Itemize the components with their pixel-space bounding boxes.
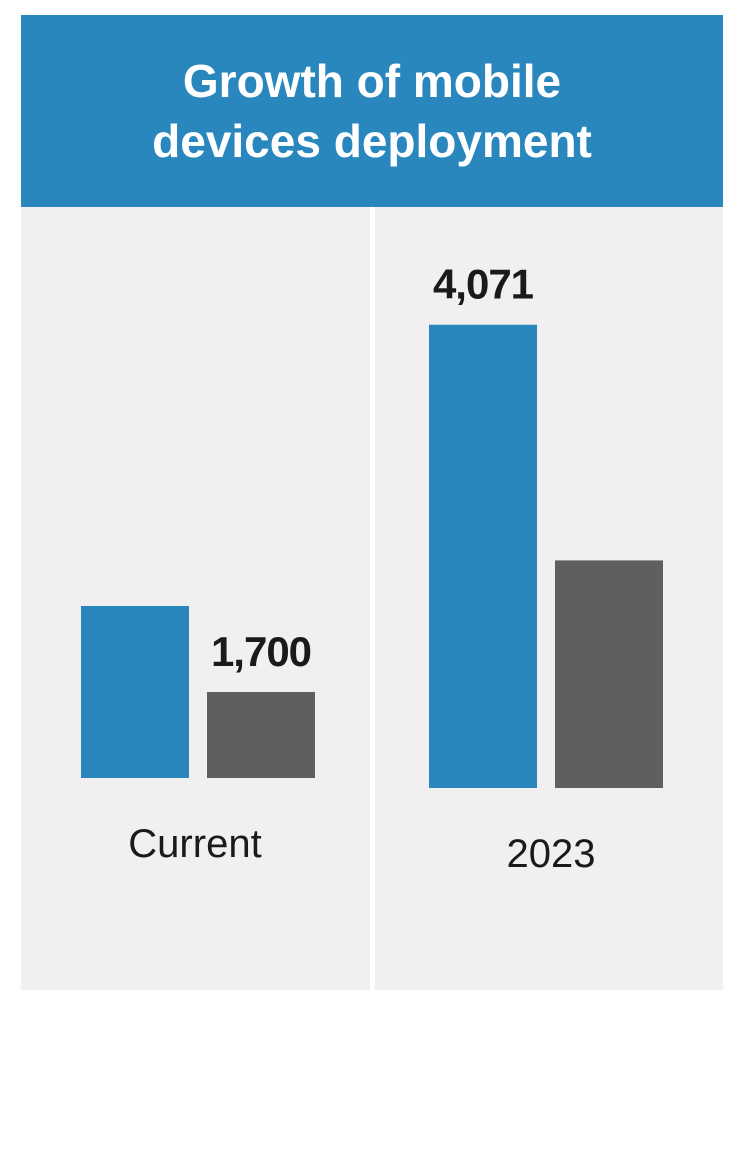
bar	[207, 691, 315, 778]
value-label: 1,700	[211, 628, 311, 675]
category-label: 2023	[507, 832, 596, 876]
bar	[81, 605, 189, 778]
chart-title: Growth of mobile devices deployment	[152, 55, 592, 167]
bar	[429, 324, 537, 788]
bar	[555, 560, 663, 788]
value-label: 4,071	[433, 261, 534, 308]
category-label: Current	[128, 822, 261, 866]
panel	[21, 207, 370, 990]
header: Growth of mobile devices deployment	[21, 15, 723, 207]
